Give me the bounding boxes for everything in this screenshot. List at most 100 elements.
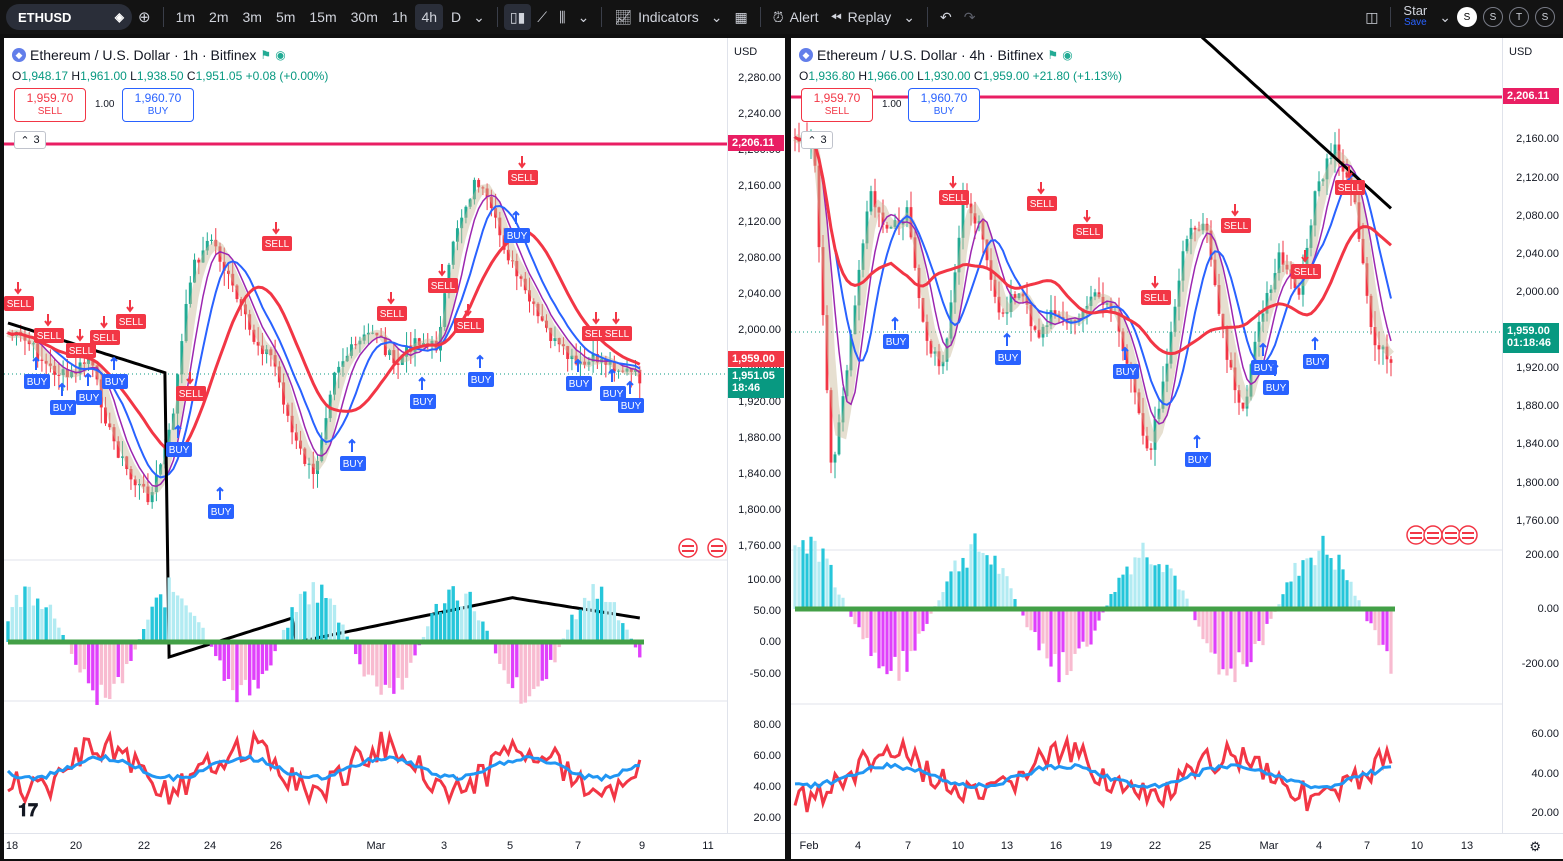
us-flag-icon[interactable] [1458,525,1478,545]
interval-2m[interactable]: 2m [209,9,229,25]
sell-signal[interactable]: SELL [428,264,458,293]
left-time-axis[interactable]: 18 20 22 24 26 Mar 3 5 7 9 11 [4,833,785,859]
rsi-signal-line[interactable] [794,761,1392,790]
buy-signal[interactable]: BUY [208,486,234,519]
buy-signal[interactable]: BUY [24,356,50,389]
buy-signal[interactable]: BUY [566,358,592,391]
sell-signal[interactable]: SELL [454,304,484,333]
left-buy-button[interactable]: 1,960.70 BUY [122,88,194,122]
left-quantity[interactable]: 1.00 [95,99,115,110]
buy-signal[interactable]: BUY [883,316,909,349]
us-flag-icon[interactable] [1406,525,1426,545]
redo-button[interactable]: ↷ [958,4,982,30]
buy-signal[interactable]: BUY [1113,346,1139,379]
right-buy-button[interactable]: 1,960.70 BUY [908,88,980,122]
currency-label[interactable]: USD [1509,46,1533,58]
sell-signal[interactable]: SELL [1335,166,1365,195]
moving-average-line[interactable] [794,135,1392,356]
left-indicators-collapse[interactable]: ⌃ 3 [14,131,46,149]
interval-3m[interactable]: 3m [242,9,262,25]
left-sell-button[interactable]: 1,959.70 SELL [14,88,86,122]
indicators-dropdown[interactable]: ⌄ [705,4,729,30]
sell-signal[interactable]: SELL [90,316,120,345]
left-chart-canvas[interactable]: SELLSELLSELLSELLSELLSELLSELLSELLSELLSELL… [4,38,727,833]
sell-signal[interactable]: SELL [1291,250,1321,279]
indicators-button[interactable]: 📈︎ Indicators [608,4,704,30]
buy-signal[interactable]: BUY [995,332,1021,365]
line-type-button[interactable]: ⟋ [531,4,553,30]
buy-signal[interactable]: BUY [1263,362,1289,395]
buy-signal[interactable]: BUY [410,376,436,409]
layout-dropdown[interactable]: ⌄ [1433,4,1457,30]
right-indicators-collapse[interactable]: ⌃ 3 [801,131,833,149]
avatar[interactable]: S [1457,7,1477,27]
right-chart-pane[interactable]: SELL SELL SELL SELL SELL SELL SELL BUY BUY BUY BUY… [791,38,1502,833]
interval-1m[interactable]: 1m [175,9,196,25]
sell-signal[interactable]: SELL [262,222,292,251]
interval-30m[interactable]: 30m [350,9,378,25]
symbol-details-icon[interactable]: ◈ [114,10,124,24]
buy-signal[interactable]: BUY [600,368,626,401]
moving-average-line[interactable] [7,194,641,488]
us-flag-icon[interactable] [1423,525,1443,545]
moving-average-line[interactable] [795,38,1393,210]
buy-signal[interactable]: BUY [340,438,366,471]
avatar[interactable]: S [1535,7,1555,27]
layout-name-button[interactable]: Star Save [1397,4,1433,30]
buy-signal[interactable]: BUY [1251,342,1277,375]
panels-button[interactable]: ◫ [1359,4,1384,30]
buy-signal[interactable]: BUY [504,210,530,243]
layouts-button[interactable]: ▦ [729,4,754,30]
interval-15m[interactable]: 15m [309,9,337,25]
left-price-axis[interactable]: USD 2,280.002,240.002,200.002,160.002,12… [727,38,785,833]
moving-average-line[interactable] [7,321,641,660]
replay-button[interactable]: ⏪︎ Replay [824,4,897,30]
buy-signal[interactable]: BUY [1303,336,1329,369]
chart-type-dropdown[interactable]: ⌄ [572,4,596,30]
interval-D[interactable]: D [451,9,462,25]
us-flag-icon[interactable] [678,538,698,558]
candles-button[interactable]: ▯▮ [503,4,532,30]
right-quantity[interactable]: 1.00 [882,99,902,110]
sell-signal[interactable]: SELL [66,329,96,358]
symbol-search[interactable]: ETHUSD ◈ [6,4,132,30]
rsi-line[interactable] [793,733,1393,813]
buy-signal[interactable]: BUY [50,382,76,415]
buy-signal[interactable]: BUY [102,356,128,389]
sell-signal[interactable]: SELL [1141,276,1171,305]
left-chart-pane[interactable]: SELL SELL SELL SELL SELL SELL SELL SELL SELL SELL… [4,38,727,833]
us-flag-icon[interactable] [707,538,727,558]
sell-signal[interactable]: SELL [176,372,206,401]
currency-label[interactable]: USD [734,46,758,58]
sell-signal[interactable]: SELL [508,156,538,185]
buy-signal[interactable]: BUY [618,380,644,413]
replay-dropdown[interactable]: ⌄ [897,4,921,30]
avatar[interactable]: T [1509,7,1529,27]
sell-signal[interactable]: SELL [116,300,146,329]
undo-button[interactable]: ↶ [934,4,958,30]
sell-signal[interactable]: SELL [377,292,407,321]
right-time-axis[interactable]: ⚙ Feb 4 7 10 13 16 19 22 25 Mar 4 7 10 13 [791,833,1563,859]
sell-signal[interactable]: SELL [602,312,632,341]
avatar[interactable]: S [1483,7,1503,27]
sell-signal[interactable]: SELL [939,176,969,205]
right-chart-canvas[interactable]: SELL SELL SELL SELL SELL SELL SELL BUY BUY BUY BUY… [791,38,1502,833]
sell-signal[interactable]: SELL [1073,210,1103,239]
settings-gear-icon[interactable]: ⚙ [1529,839,1541,854]
right-sell-button[interactable]: 1,959.70 SELL [801,88,873,122]
interval-dropdown[interactable]: ⌄ [467,4,491,30]
add-symbol-button[interactable]: ⊕ [132,4,157,30]
sell-signal[interactable]: SELL [1221,204,1251,233]
sell-signal[interactable]: SELL [34,314,64,343]
ribbon-band[interactable] [793,133,1394,444]
bars-type-button[interactable]: ⫼ [553,4,571,30]
buy-signal[interactable]: BUY [468,354,494,387]
sell-signal[interactable]: SELL [4,282,34,311]
tradingview-logo[interactable]: 𝟏𝟕 [18,800,39,820]
rsi-signal-line[interactable] [6,753,640,783]
alert-button[interactable]: ⏰︎ Alert [767,4,825,30]
interval-5m[interactable]: 5m [275,9,296,25]
buy-signal[interactable]: BUY [76,372,102,405]
sell-signal[interactable]: SELL [1027,182,1057,211]
interval-1h[interactable]: 1h [391,9,408,25]
